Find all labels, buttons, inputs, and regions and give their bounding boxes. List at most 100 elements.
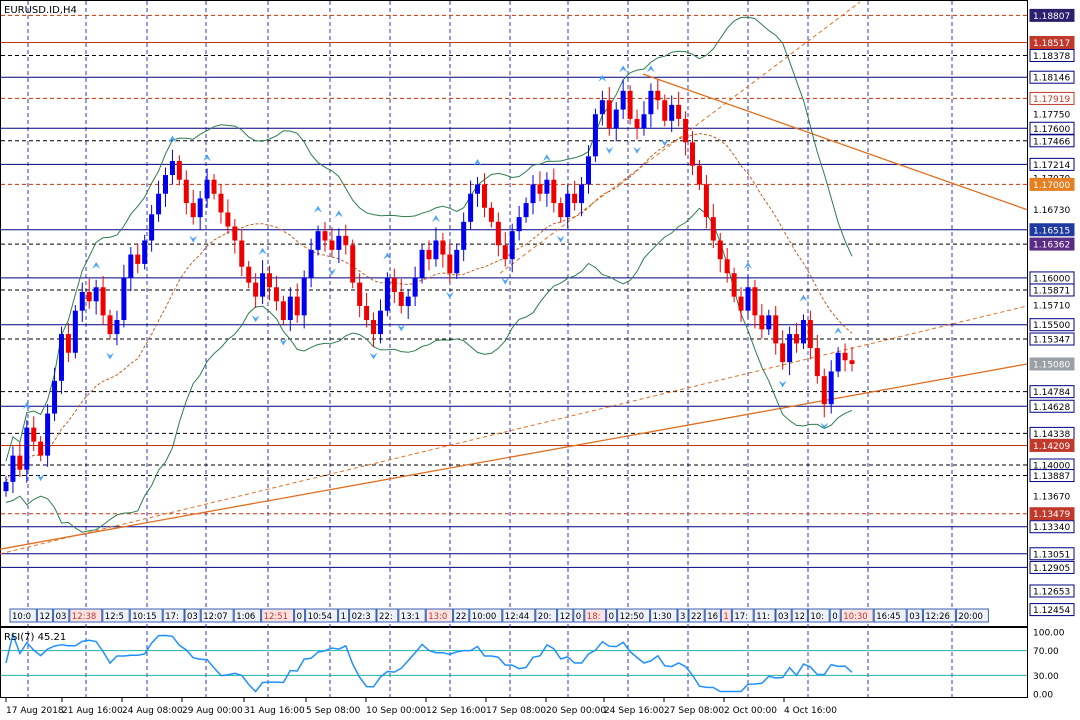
candle-body xyxy=(731,273,737,297)
candle-body xyxy=(475,184,481,194)
candle-body xyxy=(433,240,439,260)
candle-body xyxy=(3,481,9,492)
candle-body xyxy=(683,118,689,143)
time-label-box xyxy=(535,608,558,623)
candle-body xyxy=(717,240,723,260)
candle-body xyxy=(551,179,557,204)
time-label: 12:51 xyxy=(264,612,289,622)
candle-body xyxy=(190,203,196,218)
candle-body xyxy=(807,320,813,349)
candle-body xyxy=(606,100,612,129)
price-label: 1.13479 xyxy=(1033,510,1070,520)
candle-body xyxy=(523,203,529,218)
price-label: 1.15500 xyxy=(1033,321,1070,331)
time-label: 0 xyxy=(609,612,614,622)
candle-body xyxy=(225,212,231,227)
candle-body xyxy=(800,320,806,344)
price-label: 1.13887 xyxy=(1033,472,1070,482)
time-label-box xyxy=(704,608,721,623)
candle-body xyxy=(794,334,800,344)
time-label-box xyxy=(305,608,339,623)
time-label-box xyxy=(453,608,470,623)
fractal-up-marker xyxy=(799,294,808,302)
time-label: 1 xyxy=(341,612,346,622)
candle-body xyxy=(780,343,786,363)
price-label: 1.15080 xyxy=(1033,360,1070,370)
price-label: 1.16000 xyxy=(1033,274,1070,284)
price-label: 1.14628 xyxy=(1033,403,1070,413)
candle-body xyxy=(86,291,92,302)
trend-lines xyxy=(0,1,1028,555)
time-label: 12:5 xyxy=(105,612,124,622)
x-tick-label: 10 Sep 00:00 xyxy=(366,706,426,716)
candle-body xyxy=(585,156,591,185)
fractal-up-marker xyxy=(92,261,101,269)
candle-body xyxy=(135,254,141,264)
x-tick-label: 4 Oct 16:00 xyxy=(784,706,837,716)
price-label: 1.17919 xyxy=(1033,95,1070,105)
time-label-box xyxy=(731,608,754,623)
fractal-down-marker xyxy=(327,268,336,276)
fractal-up-marker xyxy=(383,252,392,260)
x-tick-label: 27 Sep 08:00 xyxy=(664,706,724,716)
candle-body xyxy=(79,291,85,311)
fractal-up-marker xyxy=(22,402,31,410)
time-label: 12:26 xyxy=(925,612,950,622)
candle-body xyxy=(669,104,675,121)
price-tag xyxy=(1029,121,1075,135)
candle-body xyxy=(745,287,751,311)
time-label-box xyxy=(906,608,923,623)
candle-body xyxy=(197,198,203,218)
candle-body xyxy=(301,277,307,316)
x-tick-label: 20 Sep 00:00 xyxy=(546,706,606,716)
price-tag xyxy=(1029,520,1075,534)
time-label: 10: xyxy=(810,612,824,622)
candle-body xyxy=(100,287,106,316)
fractal-down-marker xyxy=(556,235,565,243)
candle-body xyxy=(128,254,134,278)
price-tag xyxy=(1029,49,1075,63)
candle-body xyxy=(481,184,487,208)
x-tick-label: 21 Aug 16:00 xyxy=(62,706,123,716)
candle-body xyxy=(641,114,647,129)
fractal-down-marker xyxy=(36,474,45,482)
candle-body xyxy=(391,277,397,292)
time-label-box xyxy=(184,608,201,623)
candle-body xyxy=(821,376,827,405)
price-label: 1.18807 xyxy=(1033,12,1070,22)
price-label: 1.17466 xyxy=(1033,137,1070,147)
time-label-box xyxy=(36,608,54,623)
x-tick-label: 17 Aug 2018 xyxy=(6,706,64,716)
rsi-label: RSI(7) 45.21 xyxy=(4,632,66,643)
fractal-down-marker xyxy=(279,338,288,346)
candle-body xyxy=(461,221,467,250)
bollinger-middle xyxy=(5,132,853,483)
candle-body xyxy=(648,90,654,115)
candle-body xyxy=(371,320,377,335)
candle-body xyxy=(45,413,51,456)
candle-body xyxy=(440,240,446,255)
price-label: 1.17750 xyxy=(1033,111,1070,121)
candles xyxy=(3,79,855,497)
x-tick-label: 17 Sep 08:00 xyxy=(486,706,546,716)
candle-body xyxy=(690,142,696,166)
time-label: 3 xyxy=(680,612,685,622)
candle-body xyxy=(537,184,543,194)
candle-body xyxy=(405,296,411,306)
candle-body xyxy=(579,184,585,204)
time-label-box xyxy=(791,608,808,623)
price-tag xyxy=(1029,283,1075,297)
candle-body xyxy=(162,175,168,194)
time-label: 12 xyxy=(560,612,571,622)
time-label-box xyxy=(720,608,732,623)
candle-body xyxy=(24,427,30,470)
x-tick-label: 5 Sep 08:00 xyxy=(306,706,361,716)
time-label: 16 xyxy=(707,612,718,622)
time-label: 0 xyxy=(832,612,837,622)
time-label-box xyxy=(688,608,705,623)
candle-body xyxy=(835,352,841,372)
price-label: 1.12653 xyxy=(1033,587,1070,597)
time-label-box xyxy=(807,608,830,623)
candle-body xyxy=(350,245,356,283)
candle-body xyxy=(530,184,536,204)
